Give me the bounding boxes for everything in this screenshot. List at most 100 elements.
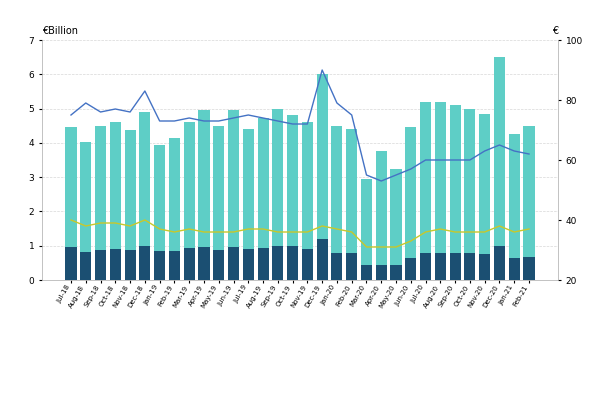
Average Debit Card PoS Expenditure (RHS) xyxy=(334,226,341,231)
Average Debit Card PoS Expenditure (RHS) xyxy=(274,230,281,234)
Bar xyxy=(65,248,77,280)
Bar xyxy=(346,252,357,280)
Bar xyxy=(479,114,490,254)
Average Debit Card PoS Expenditure (RHS) xyxy=(200,230,208,234)
Average Debit Card PoS Expenditure (RHS) xyxy=(466,230,473,234)
Average Debit Card PoS Expenditure (RHS) xyxy=(481,230,488,234)
Bar xyxy=(228,248,239,280)
Average Debit Card PoS Expenditure (RHS) xyxy=(259,226,266,231)
Bar xyxy=(317,239,328,280)
Average Credit Card Expenditure (RHS) xyxy=(67,113,74,118)
Average Debit Card PoS Expenditure (RHS) xyxy=(289,230,296,234)
Line: Average Debit Card PoS Expenditure (RHS): Average Debit Card PoS Expenditure (RHS) xyxy=(71,220,529,247)
Bar xyxy=(435,252,446,280)
Bar xyxy=(125,130,136,250)
Bar xyxy=(361,264,372,280)
Average Credit Card Expenditure (RHS) xyxy=(496,142,503,147)
Average Credit Card Expenditure (RHS) xyxy=(112,106,119,111)
Bar xyxy=(523,257,535,280)
Average Debit Card PoS Expenditure (RHS) xyxy=(185,226,193,231)
Bar xyxy=(331,252,343,280)
Average Debit Card PoS Expenditure (RHS) xyxy=(230,230,237,234)
Average Debit Card PoS Expenditure (RHS) xyxy=(141,218,148,222)
Average Credit Card Expenditure (RHS) xyxy=(141,89,148,94)
Average Credit Card Expenditure (RHS) xyxy=(334,100,341,105)
Average Debit Card PoS Expenditure (RHS) xyxy=(363,245,370,250)
Text: €: € xyxy=(552,26,558,36)
Bar xyxy=(287,116,298,246)
Average Credit Card Expenditure (RHS) xyxy=(274,118,281,123)
Average Credit Card Expenditure (RHS) xyxy=(437,158,444,162)
Average Credit Card Expenditure (RHS) xyxy=(526,152,533,156)
Bar xyxy=(346,129,357,252)
Average Credit Card Expenditure (RHS) xyxy=(289,122,296,126)
Bar xyxy=(228,110,239,248)
Bar xyxy=(169,138,180,251)
Average Debit Card PoS Expenditure (RHS) xyxy=(82,224,89,228)
Bar xyxy=(257,248,269,280)
Average Debit Card PoS Expenditure (RHS) xyxy=(319,224,326,228)
Average Debit Card PoS Expenditure (RHS) xyxy=(452,230,459,234)
Average Debit Card PoS Expenditure (RHS) xyxy=(304,230,311,234)
Bar xyxy=(420,252,431,280)
Average Credit Card Expenditure (RHS) xyxy=(230,116,237,120)
Bar xyxy=(243,129,254,249)
Average Debit Card PoS Expenditure (RHS) xyxy=(156,226,163,231)
Bar xyxy=(65,128,77,248)
Bar xyxy=(420,102,431,252)
Average Debit Card PoS Expenditure (RHS) xyxy=(127,224,134,228)
Average Credit Card Expenditure (RHS) xyxy=(452,158,459,162)
Bar xyxy=(139,112,151,246)
Average Credit Card Expenditure (RHS) xyxy=(127,110,134,114)
Average Debit Card PoS Expenditure (RHS) xyxy=(67,218,74,222)
Average Credit Card Expenditure (RHS) xyxy=(245,113,252,118)
Average Credit Card Expenditure (RHS) xyxy=(259,116,266,120)
Average Debit Card PoS Expenditure (RHS) xyxy=(496,224,503,228)
Average Credit Card Expenditure (RHS) xyxy=(215,118,223,123)
Bar xyxy=(479,254,490,280)
Bar xyxy=(272,109,283,246)
Bar xyxy=(405,258,416,280)
Bar xyxy=(361,179,372,264)
Bar xyxy=(257,118,269,248)
Average Debit Card PoS Expenditure (RHS) xyxy=(112,221,119,226)
Bar xyxy=(464,108,475,252)
Average Credit Card Expenditure (RHS) xyxy=(200,118,208,123)
Bar xyxy=(95,250,106,280)
Bar xyxy=(509,134,520,258)
Bar xyxy=(95,126,106,250)
Bar xyxy=(213,250,224,280)
Bar xyxy=(110,249,121,280)
Average Debit Card PoS Expenditure (RHS) xyxy=(511,230,518,234)
Bar xyxy=(523,126,535,257)
Bar xyxy=(80,142,91,252)
Bar xyxy=(213,126,224,250)
Average Credit Card Expenditure (RHS) xyxy=(82,100,89,105)
Average Credit Card Expenditure (RHS) xyxy=(348,113,355,118)
Average Debit Card PoS Expenditure (RHS) xyxy=(245,226,252,231)
Bar xyxy=(449,105,461,252)
Bar xyxy=(317,74,328,239)
Bar xyxy=(243,249,254,280)
Average Credit Card Expenditure (RHS) xyxy=(304,122,311,126)
Bar xyxy=(391,168,401,264)
Average Credit Card Expenditure (RHS) xyxy=(97,110,104,114)
Average Credit Card Expenditure (RHS) xyxy=(185,116,193,120)
Bar xyxy=(139,246,151,280)
Bar xyxy=(169,251,180,280)
Bar xyxy=(376,264,387,280)
Average Credit Card Expenditure (RHS) xyxy=(481,148,488,153)
Average Credit Card Expenditure (RHS) xyxy=(466,158,473,162)
Bar xyxy=(125,250,136,280)
Text: €Billion: €Billion xyxy=(42,26,78,36)
Bar xyxy=(80,252,91,280)
Average Credit Card Expenditure (RHS) xyxy=(363,173,370,178)
Bar xyxy=(154,251,165,280)
Average Debit Card PoS Expenditure (RHS) xyxy=(348,230,355,234)
Bar xyxy=(405,128,416,258)
Bar xyxy=(331,126,343,252)
Bar xyxy=(509,258,520,280)
Bar xyxy=(302,249,313,280)
Bar xyxy=(199,248,209,280)
Average Credit Card Expenditure (RHS) xyxy=(156,118,163,123)
